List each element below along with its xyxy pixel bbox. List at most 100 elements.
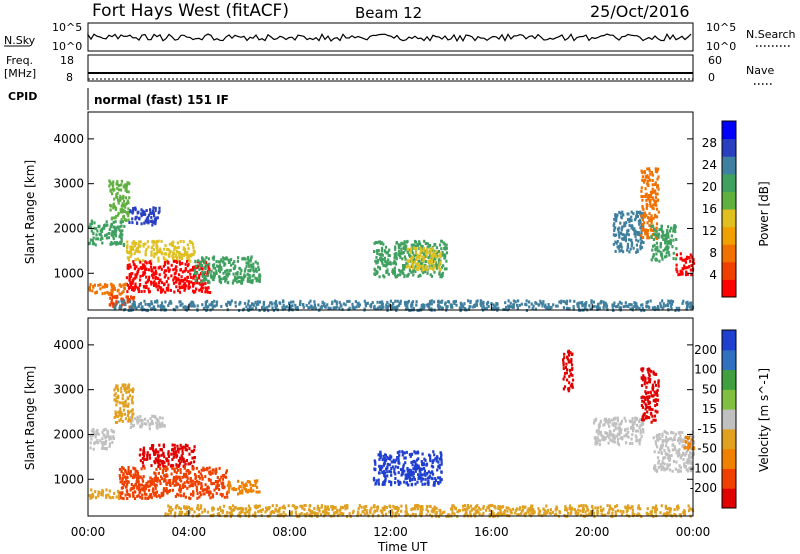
data-cell [437,303,440,307]
data-cell [198,263,201,267]
data-cell [626,229,629,233]
data-cell [446,305,449,309]
data-cell [131,395,134,399]
data-cell [351,306,354,310]
data-cell [611,305,614,309]
data-cell [151,446,154,450]
data-cell [200,493,203,497]
data-cell [189,259,192,263]
data-cell [421,255,424,259]
data-cell [255,303,258,306]
data-cell [119,476,122,480]
data-cell [413,239,417,243]
data-cell [98,491,101,495]
data-cell [167,304,170,308]
data-cell [184,495,187,499]
data-cell [399,299,402,303]
data-cell [139,244,142,248]
data-cell [547,303,550,306]
data-cell [440,478,443,482]
data-cell [649,390,652,394]
data-cell [126,246,129,250]
data-cell [195,466,198,470]
data-cell [628,224,631,227]
data-cell [133,305,136,309]
data-cell [640,418,644,422]
data-cell [670,454,673,457]
data-cell [525,303,528,307]
data-cell [640,435,643,438]
data-cell [117,211,120,215]
data-cell [313,304,317,307]
data-cell [418,260,421,263]
data-cell [620,419,623,423]
data-cell [409,479,412,483]
data-cell [90,229,93,233]
data-cell [258,273,261,277]
data-cell [630,437,633,441]
data-cell [399,270,402,273]
data-cell [142,244,145,248]
data-cell [608,430,611,434]
data-cell [214,304,217,308]
power-region-0 [88,219,126,247]
data-cell [664,238,667,242]
data-cell [348,306,351,310]
data-cell [108,495,111,499]
data-cell [188,285,191,289]
data-cell [662,230,665,234]
data-cell [90,494,93,498]
data-cell [192,276,195,280]
data-cell [419,274,422,278]
data-cell [612,224,615,228]
data-cell [89,446,92,450]
data-cell [225,469,228,473]
data-cell [690,455,693,459]
data-cell [126,297,129,301]
data-cell [451,305,454,309]
data-cell [668,253,671,257]
data-cell [423,268,426,271]
data-cell [193,472,197,476]
data-cell [478,512,481,516]
data-cell [394,247,397,251]
data-cell [657,175,660,179]
data-cell [685,452,688,456]
data-cell [637,232,640,236]
data-cell [636,423,639,427]
data-cell [656,306,659,310]
data-cell [134,276,137,280]
data-cell [440,470,443,474]
data-cell [616,440,619,444]
data-cell [663,234,666,238]
data-cell [121,412,124,416]
data-cell [681,440,684,444]
data-cell [594,506,597,510]
data-cell [222,474,225,478]
data-cell [125,211,128,215]
data-cell [566,357,569,361]
data-cell [136,421,139,425]
data-cell [617,303,620,307]
data-cell [648,395,651,399]
data-cell [650,224,653,228]
data-cell [118,491,121,495]
data-cell [392,261,395,265]
data-cell [166,457,169,461]
data-cell [413,258,416,262]
data-cell [583,303,586,307]
colorbar-segment [722,226,736,245]
data-cell [141,461,144,465]
data-cell [149,208,152,212]
data-cell [126,264,129,268]
data-cell [686,272,689,276]
data-cell [164,290,167,294]
data-cell [101,488,104,492]
data-cell [678,452,681,456]
data-cell [175,466,178,470]
data-cell [255,485,259,489]
data-cell [151,223,154,227]
data-cell [381,261,384,265]
data-cell [135,265,138,269]
data-cell [127,469,130,472]
